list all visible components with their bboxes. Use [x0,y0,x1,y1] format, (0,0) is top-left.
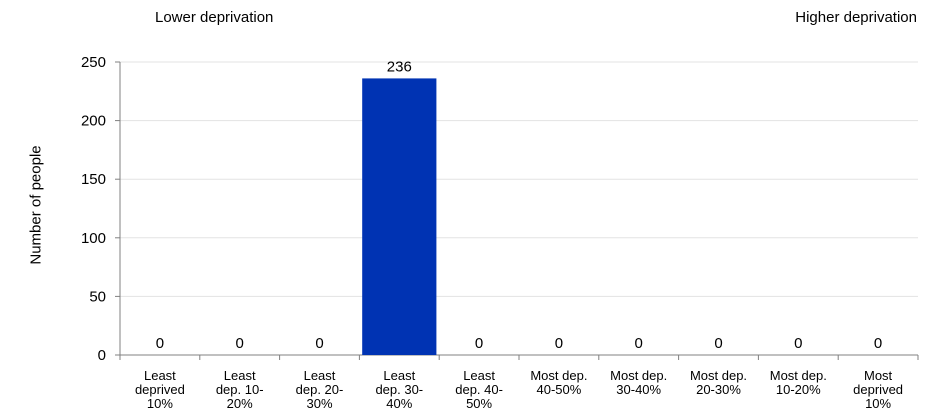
y-tick-label: 0 [98,347,106,364]
data-label: 0 [794,335,802,352]
data-label: 0 [874,335,882,352]
y-tick-label: 200 [81,113,106,130]
data-label: 0 [635,335,643,352]
y-tick-label: 250 [81,54,106,71]
data-label: 236 [387,58,412,75]
x-tick-label: Most deprived 10% [853,368,904,411]
data-label: 0 [315,335,323,352]
y-tick-label: 100 [81,230,106,247]
lower-deprivation-label: Lower deprivation [155,9,274,26]
x-tick-label: Most dep. 30-40% [610,368,668,397]
y-tick-label: 50 [89,288,106,305]
x-tick-label: Least dep. 20- 30% [295,368,344,411]
x-tick-label: Least dep. 40- 50% [455,368,503,411]
y-tick-label: 150 [81,171,106,188]
x-tick-label: Least dep. 10- 20% [215,368,264,411]
bar [362,78,437,356]
data-label: 0 [555,335,563,352]
higher-deprivation-label: Higher deprivation [795,9,917,26]
data-label: 0 [156,335,164,352]
x-tick-label: Most dep. 10-20% [769,368,827,397]
data-label: 0 [714,335,722,352]
x-tick-label: Least deprived 10% [134,368,185,411]
data-label: 0 [236,335,244,352]
x-tick-label: Most dep. 40-50% [530,368,588,397]
x-tick-label: Least dep. 30- 40% [375,368,424,411]
x-tick-label: Most dep. 20-30% [689,368,748,397]
data-label: 0 [475,335,483,352]
